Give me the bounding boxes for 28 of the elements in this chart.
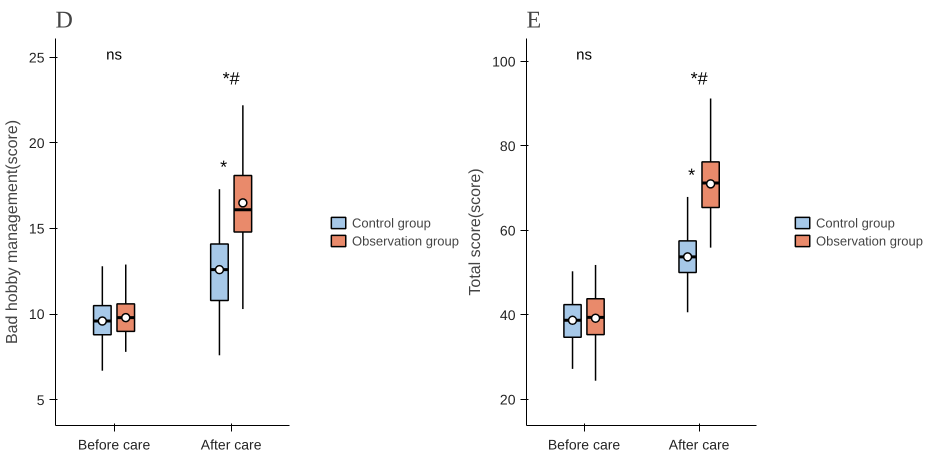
x-tick-label: After care xyxy=(668,436,730,452)
annotation: * xyxy=(220,157,228,178)
x-tick-label: Before care xyxy=(548,436,620,452)
y-axis-title: Total score(score) xyxy=(467,168,484,296)
y-tick-label: 60 xyxy=(500,222,516,238)
annotation: ns xyxy=(106,46,122,64)
y-tick-label: 80 xyxy=(500,138,516,154)
annotation: ns xyxy=(576,46,592,64)
y-tick-label: 40 xyxy=(500,306,516,323)
legend-label: Control group xyxy=(352,215,431,230)
chart-title: D xyxy=(56,8,73,34)
chart-title: E xyxy=(526,8,542,34)
y-tick-label: 5 xyxy=(36,392,45,408)
x-tick-label: After care xyxy=(200,436,262,452)
legend-label: Control group xyxy=(816,215,895,230)
y-tick-label: 10 xyxy=(28,306,45,322)
annotation: *# xyxy=(222,68,240,88)
y-tick-label: 20 xyxy=(28,134,45,151)
x-tick-label: Before care xyxy=(78,436,150,452)
y-tick-label: 15 xyxy=(28,220,45,237)
y-axis-title: Bad hobby management(score) xyxy=(4,120,21,344)
y-tick-label: 100 xyxy=(492,53,516,70)
annotation: * xyxy=(688,164,696,185)
legend-label: Observation group xyxy=(352,233,459,248)
y-tick-label: 20 xyxy=(500,391,516,408)
annotation: *# xyxy=(690,68,708,88)
legend-label: Observation group xyxy=(816,233,923,248)
y-tick-label: 25 xyxy=(28,49,45,66)
